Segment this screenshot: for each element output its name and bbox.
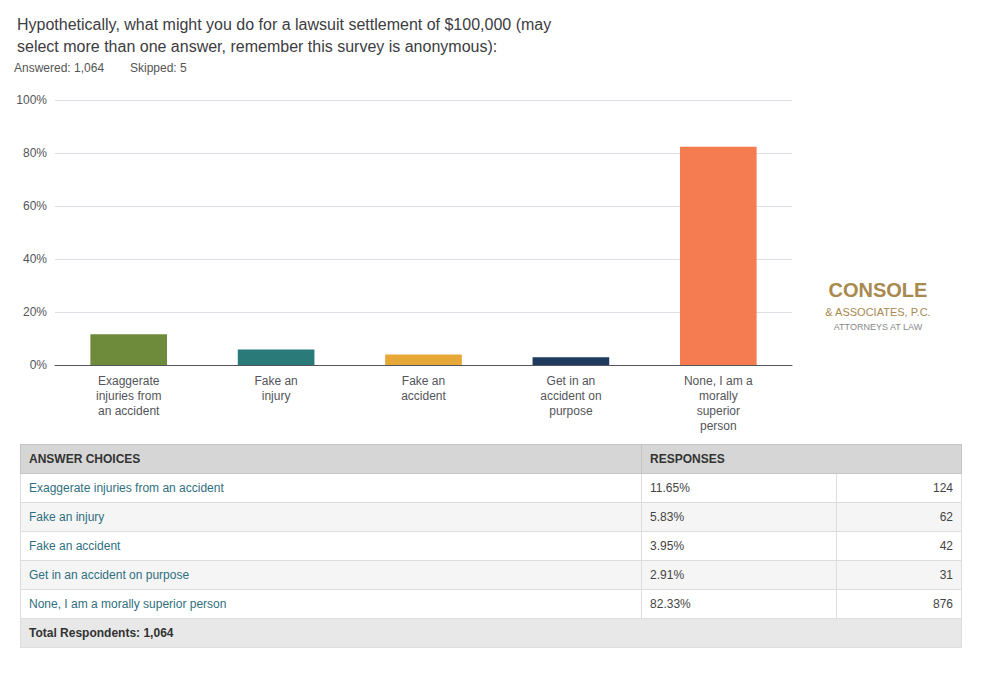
html-text:None, I am a morally superior: None, I am a morally superior person xyxy=(29,597,227,611)
svg-text:None, I am a: None, I am a xyxy=(684,374,753,388)
svg-text:Fake an: Fake an xyxy=(402,374,445,388)
html-text:876: 876 xyxy=(933,597,953,611)
svg-text:Skipped: 5: Skipped: 5 xyxy=(130,61,187,75)
svg-text:Hypothetically, what might you: Hypothetically, what might you do for a … xyxy=(17,16,551,33)
html-text:Fake an injury: Fake an injury xyxy=(29,510,105,524)
svg-text:CONSOLE: CONSOLE xyxy=(829,279,928,301)
svg-text:person: person xyxy=(700,419,737,433)
html-text:Fake an accident: Fake an accident xyxy=(29,539,121,553)
svg-text:injury: injury xyxy=(262,389,291,403)
html-text:ANSWER CHOICES: ANSWER CHOICES xyxy=(29,452,141,466)
svg-text:select more than one answer, r: select more than one answer, remember th… xyxy=(17,38,497,55)
svg-text:& ASSOCIATES, P.C.: & ASSOCIATES, P.C. xyxy=(825,306,930,318)
svg-text:accident on: accident on xyxy=(540,389,601,403)
svg-text:Answered: 1,064: Answered: 1,064 xyxy=(14,61,104,75)
html-text:82.33%: 82.33% xyxy=(650,597,691,611)
svg-text:80%: 80% xyxy=(23,146,47,160)
svg-text:accident: accident xyxy=(401,389,446,403)
html-text:42: 42 xyxy=(939,539,953,553)
svg-text:100%: 100% xyxy=(16,93,47,107)
html-text:5.83%: 5.83% xyxy=(650,510,685,524)
svg-text:superior: superior xyxy=(697,404,740,418)
html-text:Exaggerate injuries from an ac: Exaggerate injuries from an accident xyxy=(29,481,224,495)
html-text:124: 124 xyxy=(933,481,953,495)
html-text:2.91%: 2.91% xyxy=(650,568,685,582)
svg-text:injuries from: injuries from xyxy=(96,389,161,403)
svg-text:morally: morally xyxy=(699,389,738,403)
html-text:Get in an accident on purpose: Get in an accident on purpose xyxy=(29,568,190,582)
html-text:31: 31 xyxy=(939,568,953,582)
svg-text:an accident: an accident xyxy=(98,404,160,418)
svg-text:Get in an: Get in an xyxy=(547,374,596,388)
svg-text:60%: 60% xyxy=(23,199,47,213)
html-text:3.95%: 3.95% xyxy=(650,539,685,553)
html-text:Total Respondents: 1,064: Total Respondents: 1,064 xyxy=(29,626,174,640)
svg-text:purpose: purpose xyxy=(549,404,593,418)
svg-text:40%: 40% xyxy=(23,252,47,266)
html-text:RESPONSES: RESPONSES xyxy=(650,452,725,466)
html-text:62: 62 xyxy=(939,510,953,524)
svg-text:0%: 0% xyxy=(30,358,48,372)
svg-text:Exaggerate: Exaggerate xyxy=(98,374,160,388)
svg-text:Fake an: Fake an xyxy=(254,374,297,388)
svg-text:20%: 20% xyxy=(23,305,47,319)
html-text:11.65%: 11.65% xyxy=(650,481,690,495)
svg-text:ATTORNEYS AT LAW: ATTORNEYS AT LAW xyxy=(834,322,923,332)
